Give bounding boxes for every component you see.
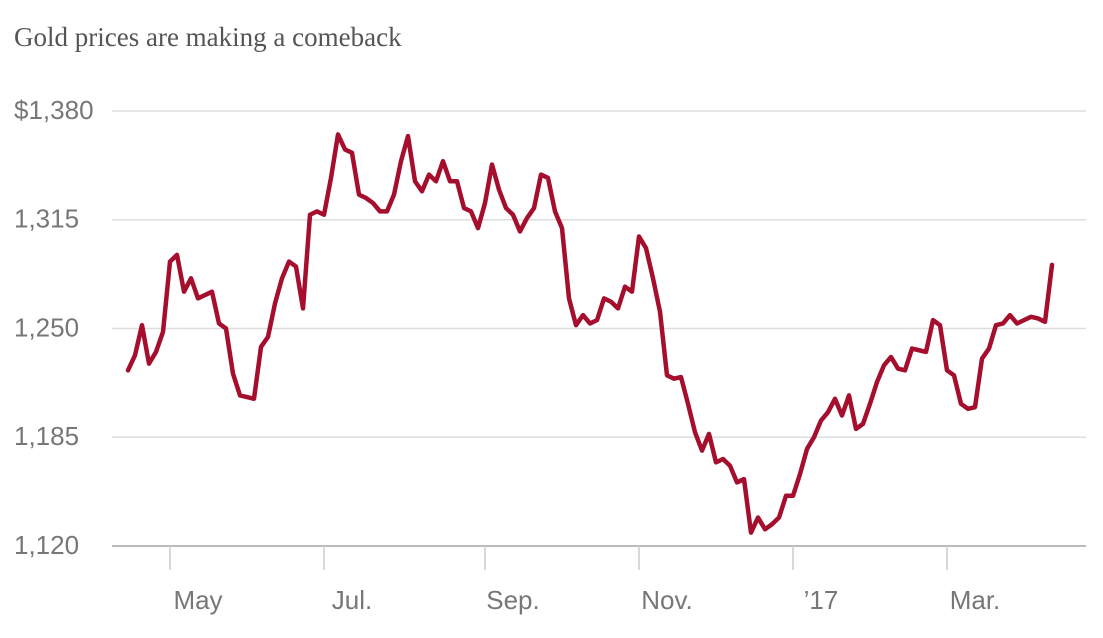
- price-line: [125, 132, 1055, 535]
- x-tick-label: Sep.: [486, 585, 540, 615]
- y-tick-label: 1,315: [14, 204, 79, 234]
- x-tick-label: Nov.: [641, 585, 693, 615]
- x-tick-label: Mar.: [950, 585, 1001, 615]
- x-tick-label: Jul.: [332, 585, 372, 615]
- x-tick-label: ’17: [804, 585, 839, 615]
- y-tick-label: 1,250: [14, 312, 79, 342]
- y-tick-label: 1,120: [14, 530, 79, 560]
- chart-title: Gold prices are making a comeback: [14, 22, 402, 52]
- y-tick-label: 1,185: [14, 421, 79, 451]
- y-tick-label: $1,380: [14, 95, 94, 125]
- x-tick-label: May: [173, 585, 222, 615]
